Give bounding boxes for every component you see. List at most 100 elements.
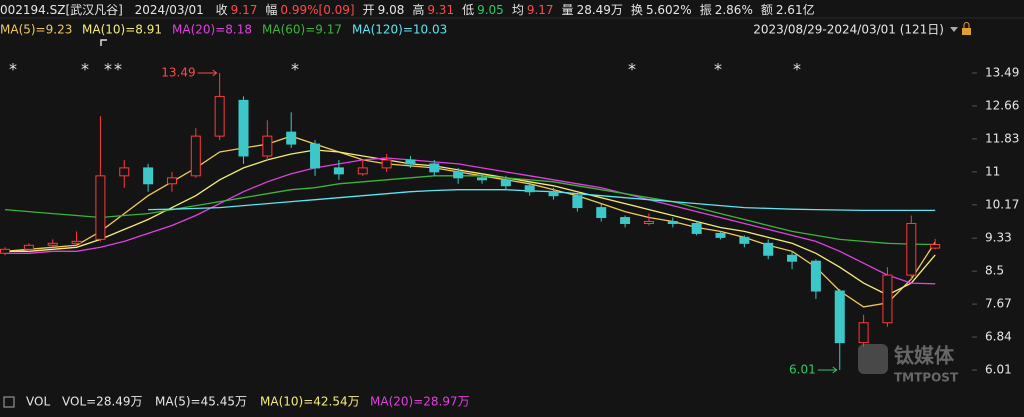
candle-body [333, 167, 344, 175]
candle-body [238, 99, 249, 157]
candle-body [166, 177, 177, 185]
field-label: 开 [363, 3, 375, 17]
candle-body [787, 254, 798, 262]
watermark-sub: TMTPOST [894, 371, 959, 385]
y-tick-label: 13.49 [985, 65, 1019, 79]
ma-line [4, 175, 936, 246]
legend-entry: MA(5)=9.23 [0, 23, 72, 37]
field-label: 振 [700, 3, 712, 17]
y-tick-label: 6.01 [985, 363, 1012, 377]
event-marker: * [81, 60, 89, 79]
field-label: 换 [631, 3, 643, 17]
candle-body [596, 207, 607, 219]
date: 2024/03/01 [135, 3, 204, 17]
candle-body [548, 191, 559, 197]
candle-body [858, 322, 869, 344]
event-marker: * [793, 60, 801, 79]
vol-title: VOL [26, 395, 50, 409]
y-tick-label: 12.66 [985, 98, 1019, 112]
ma-line [4, 135, 936, 308]
vol-legend-entry: MA(10)=42.54万 [260, 395, 360, 409]
vol-legend-entry: MA(20)=28.97万 [370, 395, 470, 409]
event-marker: * [628, 60, 636, 79]
field-value: 9.17 [527, 3, 554, 17]
field-label: 量 [562, 3, 574, 17]
candle-body [739, 236, 750, 244]
watermark-name: 钛媒体 [894, 344, 955, 368]
candle-body [0, 248, 10, 254]
header-row: 002194.SZ[武汉凡谷] 2024/03/01 收 9.17 幅 0.99%[0… [0, 2, 815, 17]
ma-line [5, 149, 936, 296]
candle-body [357, 167, 368, 175]
candle-body [453, 171, 464, 179]
candle-body [906, 222, 917, 276]
candle-body [286, 131, 297, 145]
date-range[interactable]: 2023/08/29-2024/03/01 (121日) [753, 23, 944, 37]
candle-body [190, 135, 201, 177]
event-marker: * [9, 60, 17, 79]
vol-legend-entry: VOL=28.49万 [62, 395, 143, 409]
candle-body [262, 135, 273, 157]
candle-body [214, 95, 225, 137]
candle-body [310, 143, 321, 169]
y-tick-label: 11 [985, 164, 1000, 178]
lock-shackle [963, 22, 970, 28]
candle-body [643, 221, 654, 224]
field-value: 9.31 [427, 3, 454, 17]
candle-body [715, 232, 726, 238]
ma-line [148, 189, 936, 212]
field-label: 收 [216, 3, 228, 17]
vol-legend-entry: MA(5)=45.45万 [155, 395, 247, 409]
symbol: 002194.SZ[武汉凡谷] [0, 3, 123, 17]
field-value: 2.61亿 [776, 2, 815, 17]
candle-body [572, 195, 583, 209]
watermark: 钛媒体 TMTPOST [858, 344, 959, 385]
event-marker: * [291, 60, 299, 79]
candle-body [882, 274, 893, 324]
field-value: 9.05 [477, 3, 504, 17]
candle-body [667, 221, 678, 224]
candle-body [95, 175, 106, 240]
candle-body [71, 240, 82, 244]
legend-entry: MA(120)=10.03 [352, 23, 447, 37]
y-tick-label: 10.17 [985, 197, 1019, 211]
y-tick-label: 8.5 [985, 264, 1004, 278]
field-value: 9.17 [231, 3, 258, 17]
candle-body [429, 163, 440, 173]
candle-body [763, 242, 774, 256]
candle-body [23, 244, 34, 250]
candle-body [500, 179, 511, 187]
event-marker: * [104, 60, 112, 79]
candle-body [477, 177, 487, 181]
field-value: 2.86% [715, 3, 753, 17]
vol-legend: VOL=28.49万 MA(5)=45.45万 MA(10)=42.54万 MA(20… [62, 395, 470, 409]
legend-entry: MA(60)=9.17 [262, 23, 342, 37]
event-marker: * [714, 60, 722, 79]
y-tick-label: 11.83 [985, 131, 1019, 145]
legend-entry: MA(10)=8.91 [82, 23, 162, 37]
candle-body [810, 260, 821, 292]
field-label: 额 [761, 3, 773, 17]
field-value: 0.99%[0.09] [280, 3, 354, 17]
y-tick-label: 7.67 [985, 297, 1012, 311]
lock-icon[interactable] [962, 28, 971, 35]
y-tick-label: 6.84 [985, 330, 1012, 344]
candle-body [119, 167, 130, 177]
dropdown-arrow[interactable] [950, 27, 958, 32]
candle-body [834, 290, 845, 344]
candle-body [381, 159, 392, 169]
candle-body [405, 159, 416, 165]
y-tick-label: 9.33 [985, 231, 1012, 245]
high-label: 13.49 [161, 65, 195, 79]
field-label: 高 [412, 2, 424, 17]
field-value: 28.49万 [577, 3, 623, 17]
high-arrow [197, 69, 218, 77]
candle-body [691, 222, 702, 234]
event-marker: * [114, 60, 122, 79]
field-value: 9.08 [378, 3, 405, 17]
field-label: 均 [512, 3, 524, 17]
candle-body [620, 217, 631, 224]
vol-icon [3, 396, 15, 408]
